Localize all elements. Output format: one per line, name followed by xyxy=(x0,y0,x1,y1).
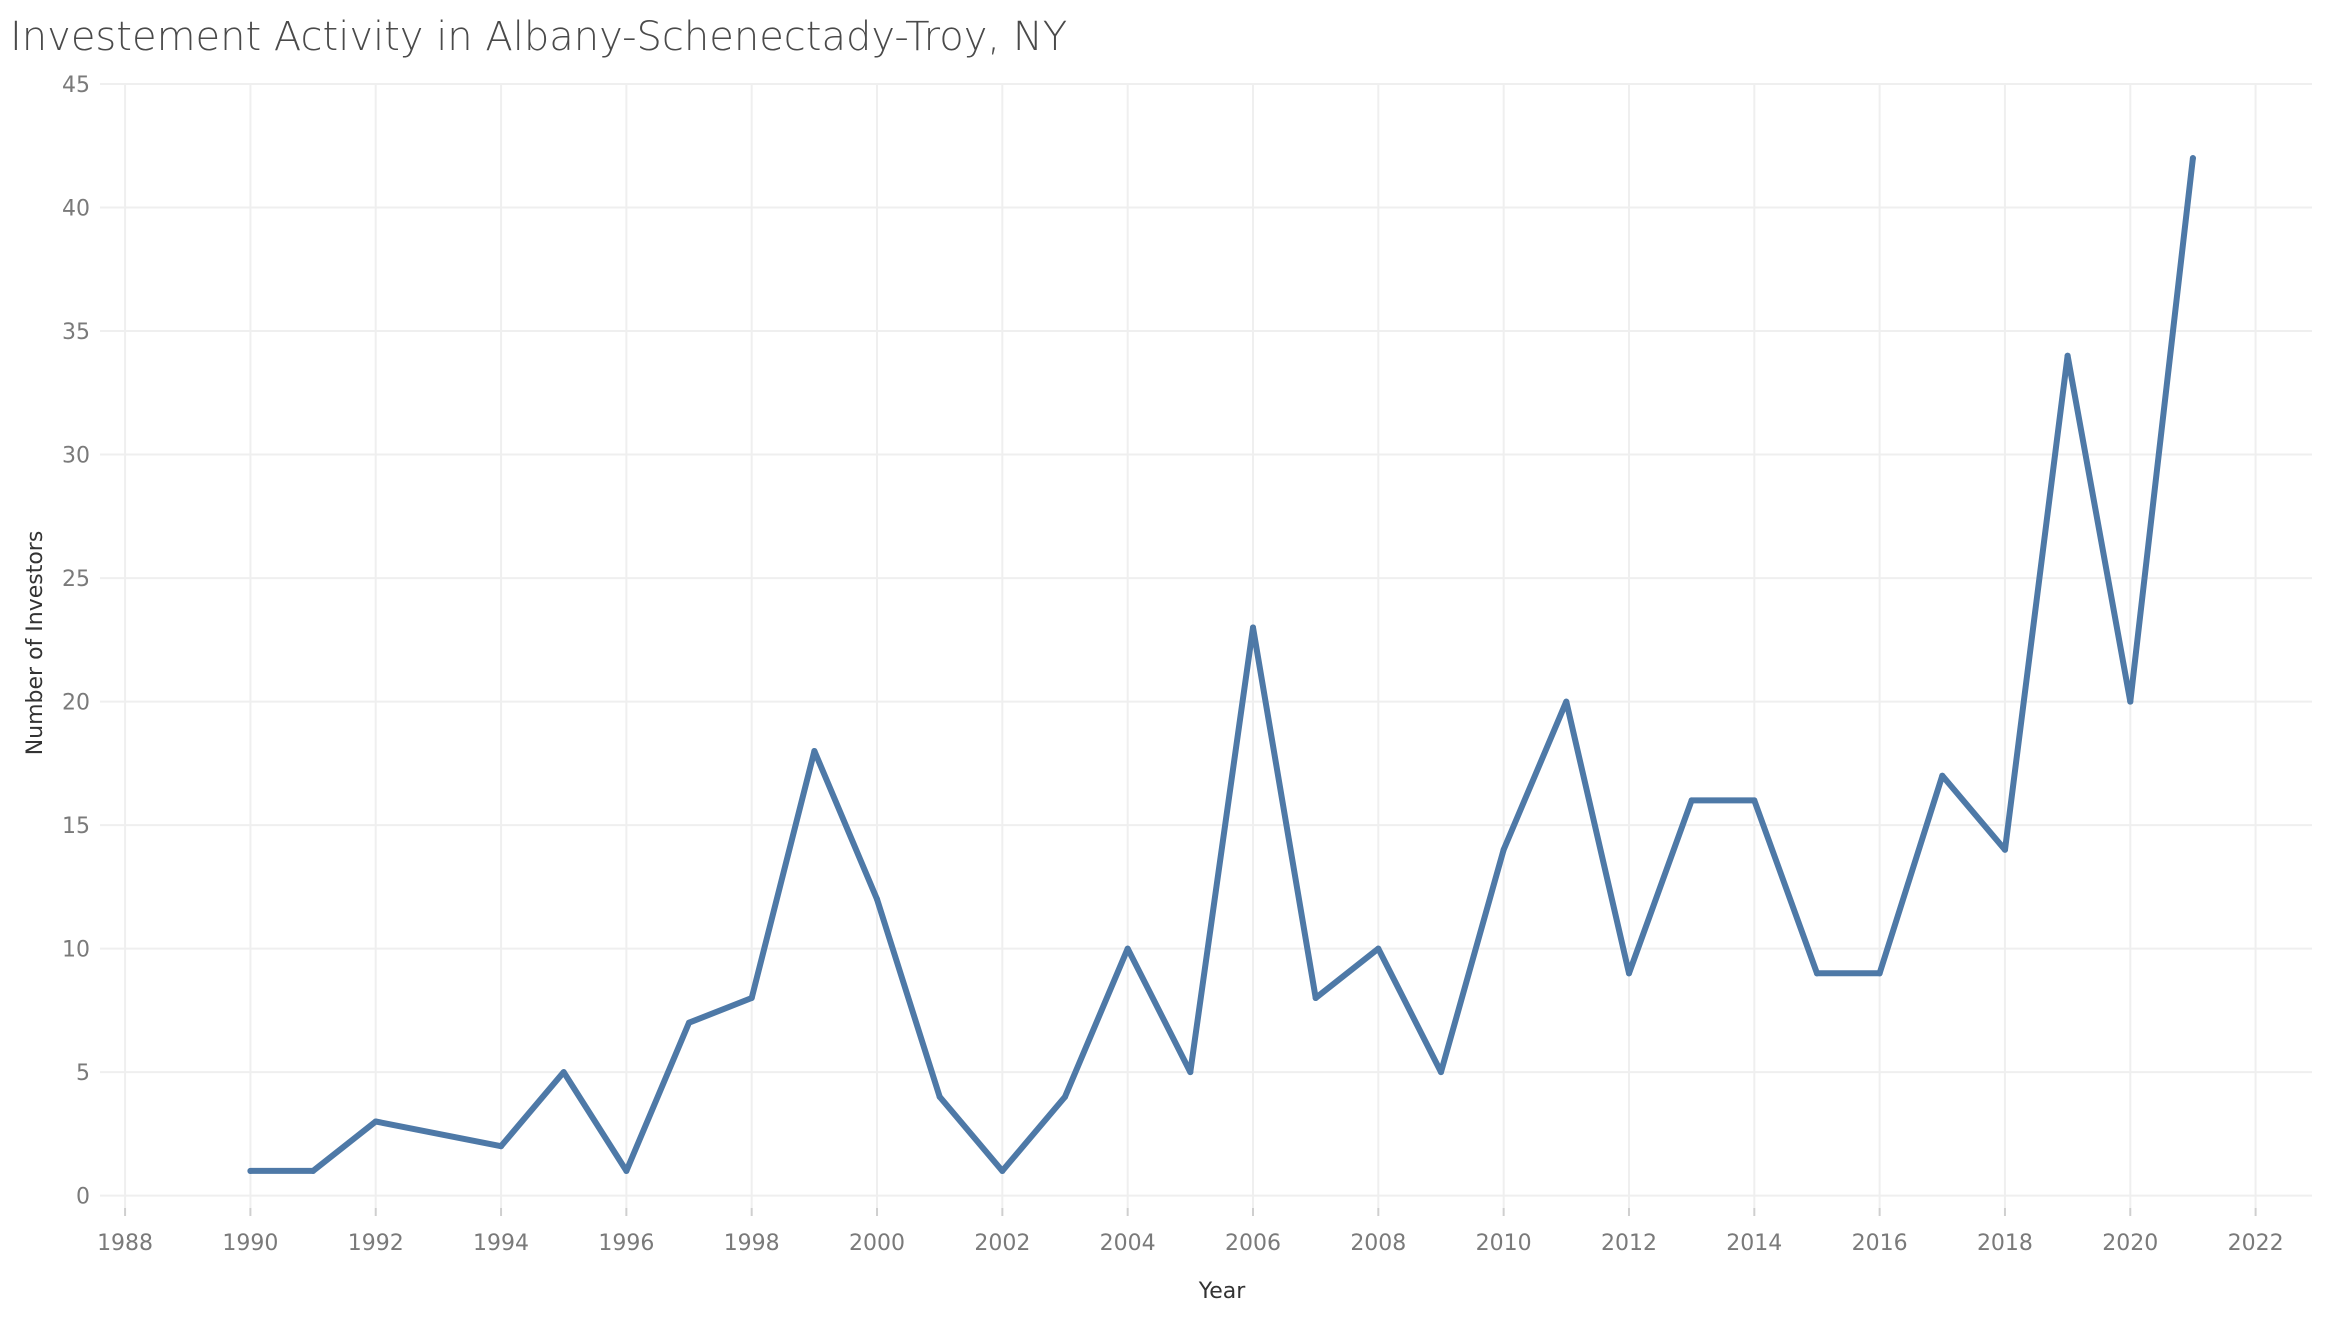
data-point[interactable] xyxy=(247,1167,254,1174)
y-tick-label: 5 xyxy=(76,1061,90,1086)
data-point[interactable] xyxy=(1876,970,1883,977)
data-point[interactable] xyxy=(2189,155,2196,162)
data-point[interactable] xyxy=(999,1167,1006,1174)
data-point[interactable] xyxy=(1375,945,1382,952)
x-tick-label: 2020 xyxy=(2102,1231,2158,1256)
data-point[interactable] xyxy=(1939,772,1946,779)
x-tick-label: 2002 xyxy=(974,1231,1030,1256)
data-point[interactable] xyxy=(2001,846,2008,853)
y-tick-label: 40 xyxy=(62,197,90,222)
y-tick-label: 45 xyxy=(62,73,90,98)
x-tick-label: 2012 xyxy=(1601,1231,1657,1256)
y-tick-label: 15 xyxy=(62,814,90,839)
x-tick-label: 2018 xyxy=(1977,1231,2033,1256)
y-axis-title: Number of Investors xyxy=(23,531,48,756)
x-tick-label: 2008 xyxy=(1350,1231,1406,1256)
data-point[interactable] xyxy=(686,1019,693,1026)
data-point[interactable] xyxy=(748,995,755,1002)
x-tick-label: 2010 xyxy=(1476,1231,1532,1256)
chart-title: Investement Activity in Albany-Schenecta… xyxy=(10,14,1068,60)
data-point[interactable] xyxy=(1500,846,1507,853)
data-point[interactable] xyxy=(623,1167,630,1174)
y-tick-label: 0 xyxy=(76,1185,90,1210)
data-point[interactable] xyxy=(1625,970,1632,977)
y-tick-label: 10 xyxy=(62,938,90,963)
x-tick-label: 1990 xyxy=(222,1231,278,1256)
x-tick-label: 2006 xyxy=(1225,1231,1281,1256)
data-point[interactable] xyxy=(1751,797,1758,804)
data-point[interactable] xyxy=(560,1069,567,1076)
y-tick-label: 35 xyxy=(62,320,90,345)
data-point[interactable] xyxy=(1437,1069,1444,1076)
data-point[interactable] xyxy=(936,1093,943,1100)
series-layer xyxy=(247,155,2196,1174)
x-tick-label: 2022 xyxy=(2228,1231,2284,1256)
y-tick-label: 25 xyxy=(62,567,90,592)
x-tick-label: 2014 xyxy=(1726,1231,1782,1256)
data-point[interactable] xyxy=(2064,352,2071,359)
x-tick-label: 1992 xyxy=(348,1231,404,1256)
x-axis: 1988 1990 1992 1994 1996 1998 2000 2002 2004 2006… xyxy=(97,1208,2284,1256)
data-point[interactable] xyxy=(811,747,818,754)
grid-lines xyxy=(100,83,2312,1208)
y-tick-label: 20 xyxy=(62,691,90,716)
x-tick-label: 2000 xyxy=(849,1231,905,1256)
x-tick-label: 1996 xyxy=(598,1231,654,1256)
data-point[interactable] xyxy=(1813,970,1820,977)
data-point[interactable] xyxy=(1563,698,1570,705)
x-tick-label: 1994 xyxy=(473,1231,529,1256)
data-point[interactable] xyxy=(1187,1069,1194,1076)
data-point[interactable] xyxy=(498,1143,505,1150)
data-point[interactable] xyxy=(310,1167,317,1174)
data-point[interactable] xyxy=(1124,945,1131,952)
x-tick-label: 2004 xyxy=(1100,1231,1156,1256)
data-point[interactable] xyxy=(2127,698,2134,705)
data-point[interactable] xyxy=(1312,995,1319,1002)
x-tick-label: 2016 xyxy=(1852,1231,1908,1256)
data-point[interactable] xyxy=(1062,1093,1069,1100)
series-line xyxy=(247,155,2196,1174)
y-tick-label: 30 xyxy=(62,444,90,469)
x-tick-label: 1998 xyxy=(724,1231,780,1256)
data-point[interactable] xyxy=(372,1118,379,1125)
data-point[interactable] xyxy=(1688,797,1695,804)
x-axis-title: Year xyxy=(1198,1279,1247,1304)
data-point[interactable] xyxy=(874,896,881,903)
x-tick-label: 1988 xyxy=(97,1231,153,1256)
y-axis: 0 5 10 15 20 25 30 35 40 45 xyxy=(62,73,90,1210)
data-point[interactable] xyxy=(1249,624,1256,631)
